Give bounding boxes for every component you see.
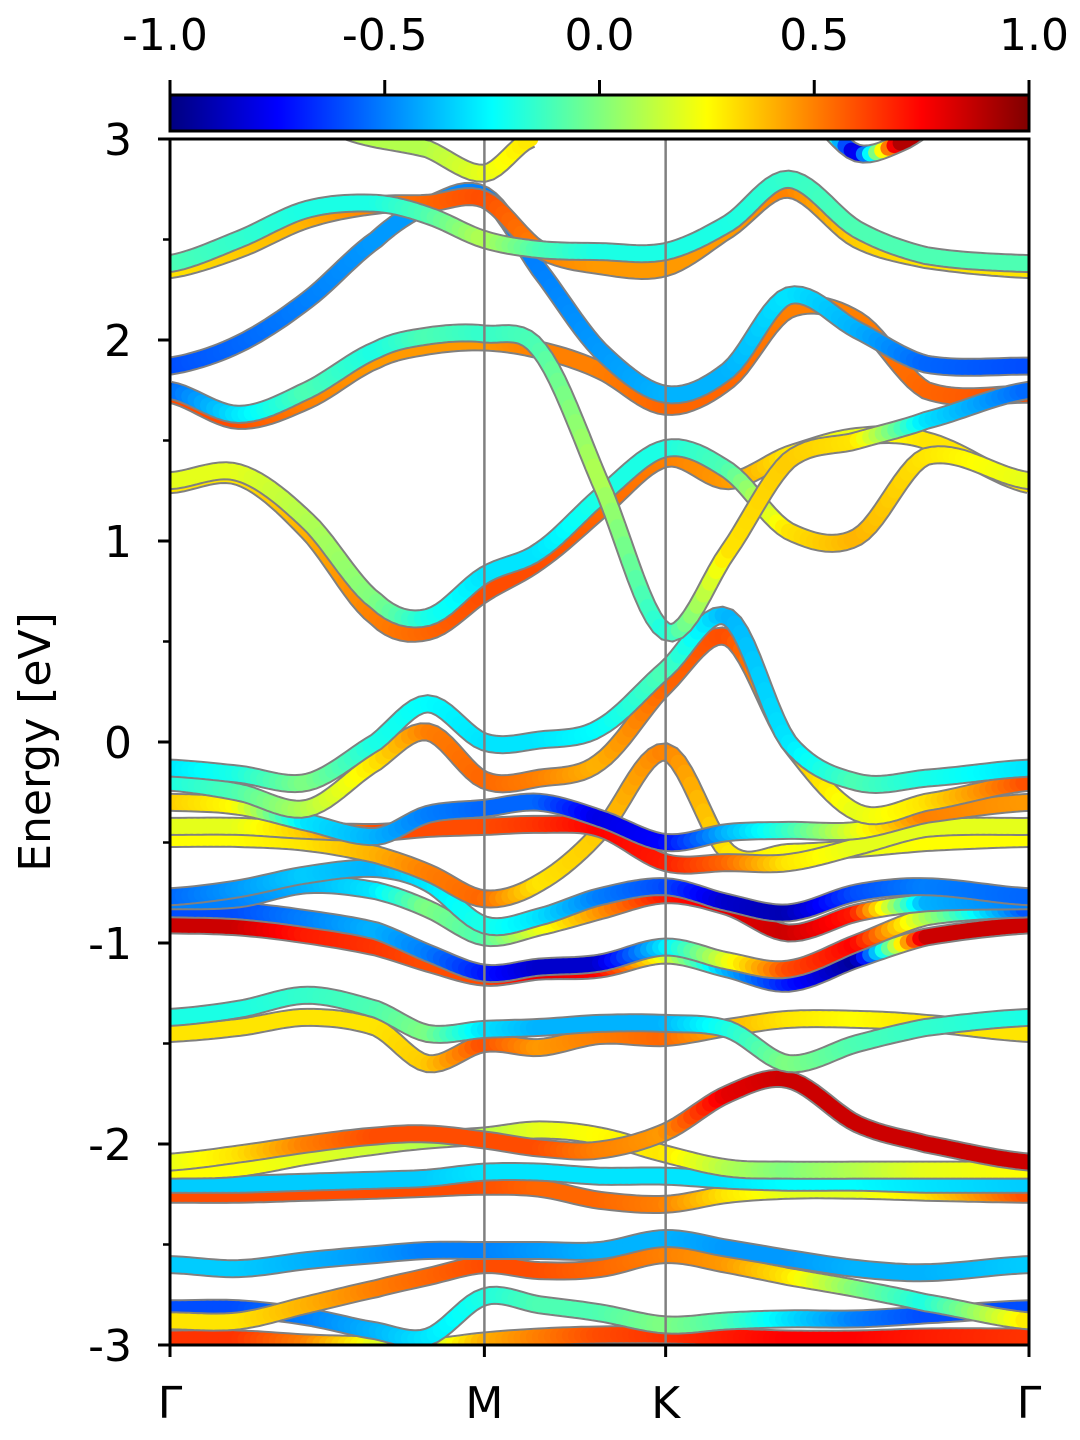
x-tick-label: Γ xyxy=(1017,1378,1042,1429)
y-tick-label: 3 xyxy=(104,115,132,166)
bands xyxy=(170,79,1029,1345)
band-segment xyxy=(195,84,201,86)
colorbar-ticks: -1.0 -0.5 0.0 0.5 1.0 xyxy=(122,10,1069,95)
band-5 xyxy=(170,1162,1029,1194)
colorbar-tick-label: 1.0 xyxy=(999,10,1069,61)
band-segment xyxy=(213,88,219,90)
band-20 xyxy=(170,438,1029,629)
band-segment xyxy=(176,80,182,81)
band-segment xyxy=(905,139,923,144)
band-segment xyxy=(219,90,225,92)
band-18 xyxy=(170,605,1029,795)
band-segment xyxy=(207,87,213,89)
band-segment xyxy=(188,82,194,83)
y-tick-label: -3 xyxy=(88,1321,132,1372)
colorbar-tick-label: -0.5 xyxy=(342,10,428,61)
band-7 xyxy=(170,1068,1029,1172)
y-tick-label: -1 xyxy=(88,919,132,970)
colorbar-tick-label: -1.0 xyxy=(122,10,208,61)
band-17 xyxy=(170,626,1029,826)
colorbar-tick-label: 0.5 xyxy=(779,10,849,61)
high-symmetry-lines xyxy=(483,139,667,1345)
band-2 xyxy=(170,1244,1029,1332)
band-segment xyxy=(201,85,207,87)
y-axis-title: Energy [eV] xyxy=(10,612,61,872)
band-22 xyxy=(170,323,1029,643)
band-3 xyxy=(170,1228,1029,1283)
y-tick-label: -2 xyxy=(88,1120,132,1171)
band-segment xyxy=(353,139,374,145)
band-segment xyxy=(349,139,367,143)
band-27 xyxy=(824,139,926,164)
y-tick-label: 2 xyxy=(104,316,132,367)
colorbar: -1.0 -0.5 0.0 0.5 1.0 xyxy=(122,10,1069,133)
y-tick-label: 1 xyxy=(104,517,132,568)
band-segment xyxy=(182,81,188,82)
band-13 xyxy=(170,858,1029,937)
band-23 xyxy=(170,181,1029,405)
x-tick-label: Γ xyxy=(158,1378,183,1429)
band-25 xyxy=(170,169,1029,274)
band-segment xyxy=(170,79,176,80)
y-axis: -3 -2 -1 0 1 2 3 xyxy=(88,115,170,1372)
colorbar-tick-label: 0.0 xyxy=(565,10,635,61)
x-tick-label: M xyxy=(465,1378,503,1429)
band-9 xyxy=(170,985,1029,1074)
x-tick-label: K xyxy=(651,1378,681,1429)
colorbar-gradient xyxy=(168,93,1031,133)
y-tick-label: 0 xyxy=(104,718,132,769)
